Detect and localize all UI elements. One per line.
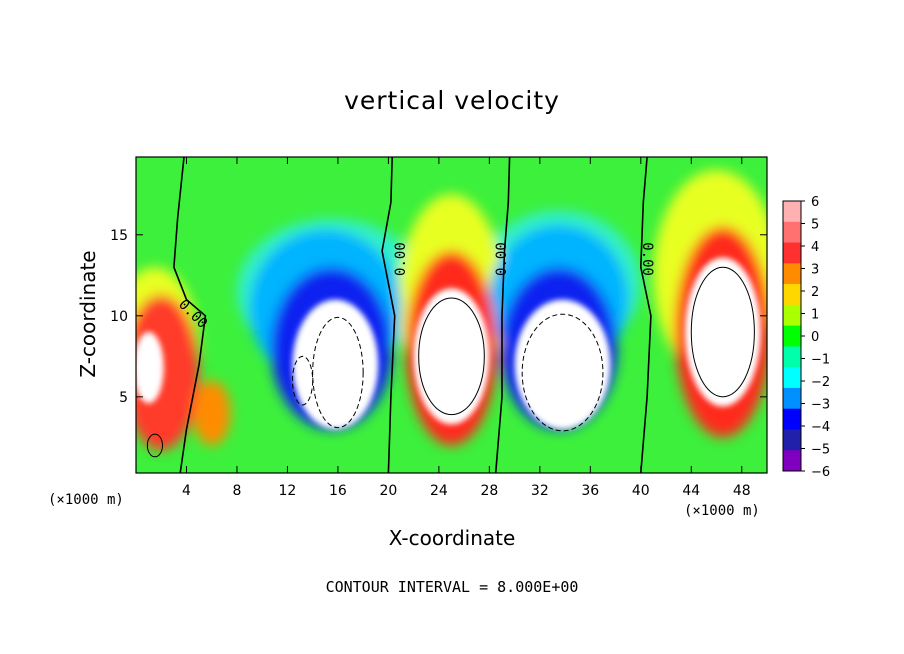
x-tick-label: 12 [279,483,297,499]
x-unit-right: (×1000 m) [684,503,760,519]
colorbar-swatch [783,450,801,472]
positive-contour [418,297,485,416]
contour-interval-note: CONTOUR INTERVAL = 8.000E+00 [325,578,579,596]
colorbar-tick-label: 3 [811,263,819,278]
x-unit-left: (×1000 m) [48,492,124,508]
x-tick-label: 4 [182,483,191,499]
x-tick-label: 32 [531,483,549,499]
zero-contour [173,157,207,473]
colorbar-swatch [783,263,801,285]
colorbar-tick-label: 6 [811,195,819,210]
x-tick-label: 16 [329,483,347,499]
colorbar-tick-label: 2 [811,285,819,300]
contour-label: 0.00 [639,242,655,276]
colorbar-tick-label: −1 [811,353,830,368]
colorbar-swatch [783,284,801,306]
x-tick-label: 36 [581,483,599,499]
colorbar-tick-label: −5 [811,443,830,458]
zero-contour [494,157,511,473]
chart-title: vertical velocity [344,86,560,115]
y-tick-label: 5 [119,390,128,406]
colorbar-swatch [783,367,801,389]
colorbar-tick-label: 0 [811,330,819,345]
colorbar-swatch [783,408,801,430]
contour-label: 0.00 [494,242,510,276]
negative-contour [312,316,364,429]
colorbar-swatch [783,242,801,264]
colorbar-swatch [783,325,801,347]
x-tick-label: 28 [480,483,498,499]
y-ticks: 5 10 15 [110,228,767,406]
inner-shading [136,257,761,430]
updraft-saturated [413,288,490,425]
plot-field [136,157,767,473]
negative-contour [521,313,604,432]
x-axis-label: X-coordinate [0,526,904,550]
contour-label: 0.00 [393,242,409,276]
y-tick-label: 15 [110,228,128,244]
downdraft-saturated [514,299,611,430]
x-tick-label: 48 [733,483,751,499]
colorbar-swatch [783,221,801,244]
downdraft-saturated [292,299,379,430]
colorbar: 6 5 4 3 2 1 0 −1 −2 −3 −4 −5 −6 [782,195,830,480]
colorbar-tick-label: 5 [811,218,819,233]
colorbar-tick-label: −3 [811,398,830,413]
x-tick-label: 44 [682,483,700,499]
zero-contour [639,157,652,473]
colorbar-swatch [783,429,801,451]
colorbar-tick-label: −4 [811,420,830,435]
positive-contour [146,433,164,458]
x-tick-label: 20 [379,483,397,499]
x-axis-label-text: X-coordinate [388,526,516,550]
colorbar-tick-label: −2 [811,375,830,390]
x-ticks: 4 8 12 16 20 24 28 32 36 40 44 48 [182,157,751,499]
colorbar-swatch [783,387,801,410]
positive-contour [690,266,755,398]
x-tick-label: 8 [232,483,241,499]
y-tick-label: 10 [110,309,128,325]
negative-contour [291,355,314,406]
zero-contour [381,157,396,473]
colorbar-tick-label: 4 [811,240,819,255]
updraft-saturated [684,257,761,407]
colorbar-tick-label: −6 [811,465,830,480]
plot-frame [135,156,768,474]
colorbar-swatch [783,201,801,223]
updraft-saturated [136,332,164,404]
x-tick-label: 40 [632,483,650,499]
updraft-core [192,380,231,446]
x-tick-label: 24 [430,483,448,499]
colorbar-tick-label: 1 [811,308,819,323]
colorbar-swatch [783,304,801,327]
colorbar-swatch [783,346,801,368]
